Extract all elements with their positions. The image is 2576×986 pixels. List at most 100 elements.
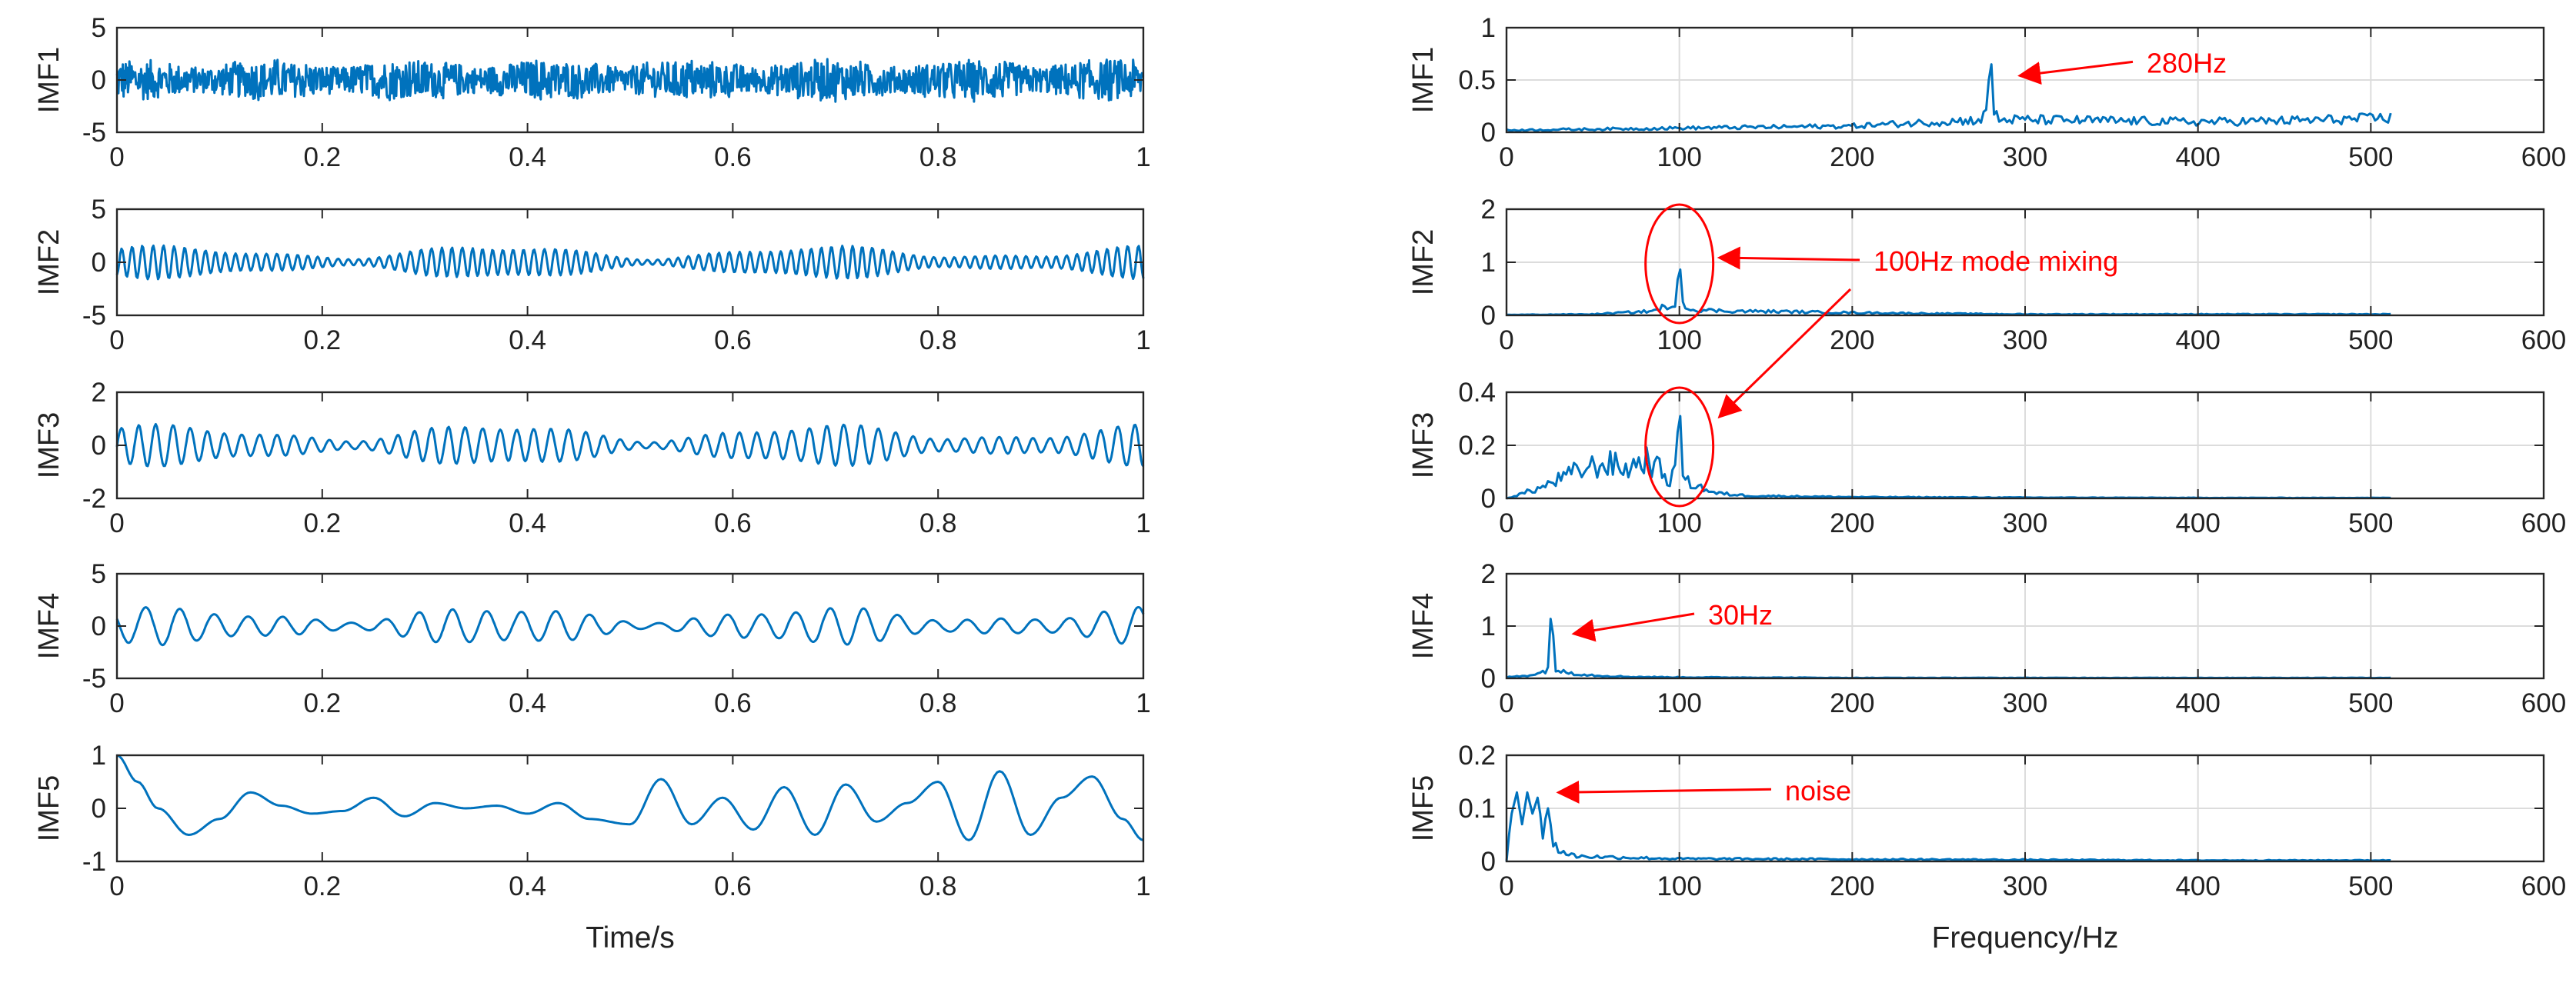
axes-box (115, 754, 1145, 863)
y-tick-label: -1 (82, 847, 106, 877)
y-tick-label: 0.1 (1458, 794, 1496, 824)
x-tick-label: 0 (1499, 871, 1513, 901)
y-tick-label: 0 (1481, 847, 1496, 877)
x-tick-label: 0 (1499, 508, 1513, 538)
x-tick-label: 400 (2175, 871, 2220, 901)
x-axis-label: Frequency/Hz (1932, 921, 2119, 954)
x-tick-label: 200 (1830, 142, 1874, 172)
x-tick-label: 0 (109, 871, 124, 901)
series-line (1506, 618, 2391, 680)
x-tick-label: 200 (1830, 508, 1874, 538)
y-tick-label: 5 (92, 13, 106, 43)
axes-box (115, 572, 1145, 680)
y-tick-label: 0 (1481, 484, 1496, 514)
x-tick-label: 0.4 (509, 142, 546, 172)
x-tick-label: 300 (2003, 142, 2047, 172)
x-tick-label: 500 (2348, 325, 2393, 355)
y-tick-label: 0.4 (1458, 378, 1496, 408)
x-tick-label: 300 (2003, 688, 2047, 718)
x-tick-label: 100 (1657, 508, 1701, 538)
y-axis-label: IMF2 (1407, 229, 1440, 296)
series-line (115, 58, 1145, 103)
axes-box (115, 391, 1145, 500)
x-tick-label: 1 (1136, 142, 1150, 172)
x-tick-label: 0.2 (303, 325, 341, 355)
annotation-label: 30Hz (1708, 599, 1773, 631)
x-tick-label: 500 (2348, 508, 2393, 538)
y-tick-label: -5 (82, 301, 106, 331)
series-line (115, 606, 1145, 647)
x-tick-label: 100 (1657, 871, 1701, 901)
y-tick-label: 0 (92, 794, 106, 824)
x-tick-label: 0 (109, 142, 124, 172)
x-tick-label: 500 (2348, 871, 2393, 901)
subplot-spectrum-imf2: 0 100 200 300 400 500 600 0 1 2 IMF2 100Hz mode mix… (1407, 195, 2566, 419)
x-tick-label: 0 (1499, 325, 1513, 355)
x-tick-label: 1 (1136, 871, 1150, 901)
x-tick-label: 0.2 (303, 142, 341, 172)
x-tick-label: 200 (1830, 871, 1874, 901)
y-axis-label: IMF2 (33, 229, 65, 296)
y-tick-label: 0 (1481, 301, 1496, 331)
y-axis-label: IMF3 (1407, 412, 1440, 479)
series-line (1506, 63, 2392, 132)
x-tick-label: 100 (1657, 688, 1701, 718)
series-line (115, 244, 1145, 281)
y-axis-label: IMF3 (33, 412, 65, 479)
y-axis-label: IMF4 (1407, 593, 1440, 660)
y-tick-label: 2 (92, 378, 106, 408)
x-tick-label: 400 (2175, 508, 2220, 538)
x-tick-label: 0.4 (509, 688, 546, 718)
x-tick-label: 0.6 (714, 325, 752, 355)
x-tick-label: 0.4 (509, 508, 546, 538)
y-tick-label: 0.2 (1458, 741, 1496, 771)
x-tick-label: 1 (1136, 508, 1150, 538)
y-tick-label: 0 (1481, 664, 1496, 694)
x-tick-label: 500 (2348, 688, 2393, 718)
y-tick-label: 0 (92, 431, 106, 461)
y-tick-label: 5 (92, 559, 106, 589)
highlight-ellipse (1644, 386, 1715, 508)
x-tick-label: 300 (2003, 325, 2047, 355)
y-tick-label: 1 (1481, 13, 1496, 43)
x-tick-label: 400 (2175, 688, 2220, 718)
x-tick-label: 0 (109, 508, 124, 538)
x-tick-label: 0.8 (919, 142, 957, 172)
x-tick-label: 0.6 (714, 142, 752, 172)
x-tick-label: 0.8 (919, 325, 957, 355)
x-tick-label: 0.2 (303, 688, 341, 718)
x-tick-label: 600 (2521, 325, 2566, 355)
y-axis-label: IMF1 (33, 47, 65, 114)
y-axis-label: IMF4 (33, 593, 65, 660)
x-tick-label: 0.4 (509, 325, 546, 355)
x-tick-label: 0.6 (714, 871, 752, 901)
x-tick-label: 0.2 (303, 508, 341, 538)
subplot-spectrum-imf3: 0 100 200 300 400 500 600 0 0.2 0.4 IMF3 (1407, 378, 2566, 538)
x-tick-label: 500 (2348, 142, 2393, 172)
subplot-spectrum-imf1: 0 100 200 300 400 500 600 0 0.5 1 IMF1 280Hz (1407, 13, 2566, 172)
y-tick-label: 5 (92, 195, 106, 225)
x-tick-label: 0.8 (919, 508, 957, 538)
y-axis-label: IMF5 (1407, 775, 1440, 842)
x-tick-label: 0.8 (919, 871, 957, 901)
y-tick-label: 0.5 (1458, 65, 1496, 95)
series-line (116, 754, 1144, 841)
y-tick-label: 2 (1481, 559, 1496, 589)
annotation-label: 280Hz (2147, 47, 2227, 78)
subplot-spectrum-imf4: 0 100 200 300 400 500 600 0 1 2 IMF4 30Hz (1407, 559, 2566, 718)
x-tick-label: 400 (2175, 325, 2220, 355)
y-tick-label: 0 (92, 65, 106, 95)
series-line (1506, 415, 2391, 500)
x-tick-label: 0.4 (509, 871, 546, 901)
x-tick-label: 600 (2521, 142, 2566, 172)
x-axis-label: Time/s (586, 921, 675, 954)
x-tick-label: 0 (109, 688, 124, 718)
y-tick-label: 0 (92, 248, 106, 278)
y-tick-label: 1 (1481, 611, 1496, 641)
y-tick-label: 1 (92, 741, 106, 771)
x-tick-label: 1 (1136, 325, 1150, 355)
series-line (1505, 791, 2391, 862)
